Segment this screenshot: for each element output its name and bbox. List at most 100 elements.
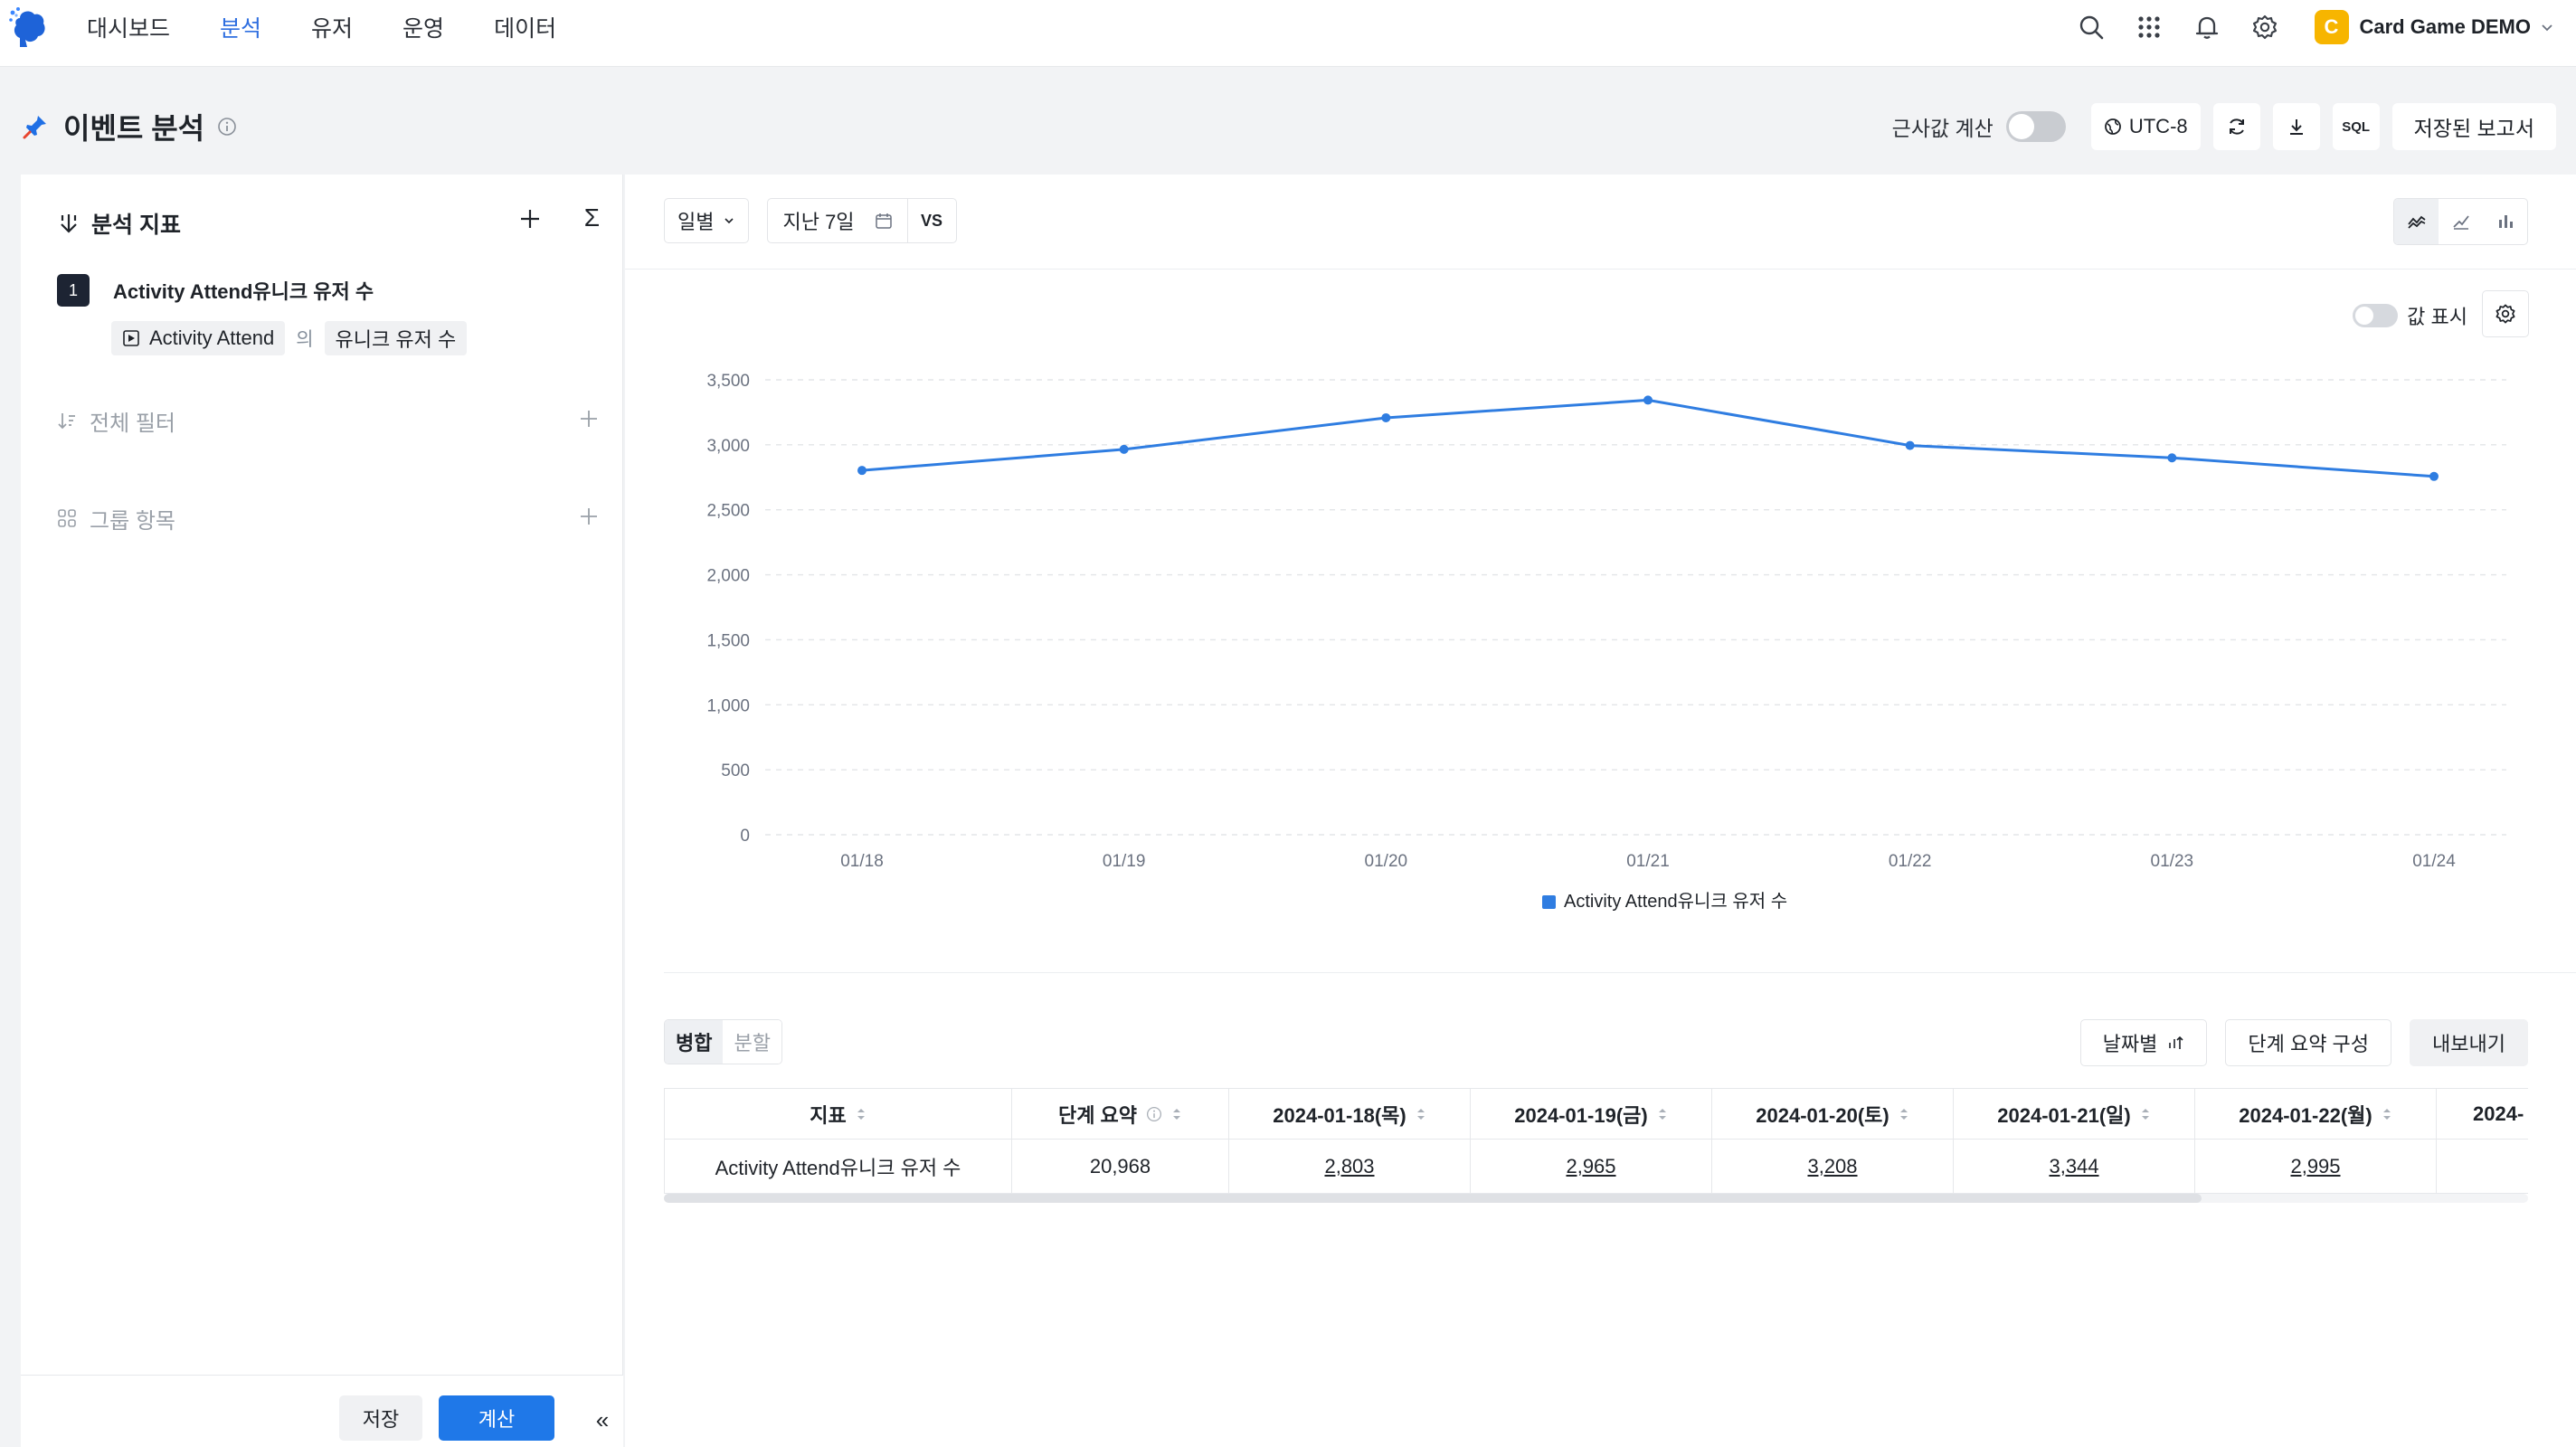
- column-header-date[interactable]: 2024-01-18(목): [1228, 1088, 1471, 1140]
- compare-vs-button[interactable]: VS: [907, 198, 957, 243]
- line-chart-icon[interactable]: [2394, 199, 2439, 244]
- column-header-date[interactable]: 2024-01-20(토): [1711, 1088, 1954, 1140]
- column-header-date[interactable]: 2024-: [2436, 1088, 2528, 1140]
- table-cell-value[interactable]: 2,965: [1470, 1139, 1712, 1194]
- table-cell-metric: Activity Attend유니크 유저 수: [664, 1139, 1012, 1194]
- column-header-date[interactable]: 2024-01-19(금): [1470, 1088, 1712, 1140]
- bell-icon[interactable]: [2192, 12, 2222, 43]
- main-nav: 대시보드 분석 유저 운영 데이터: [87, 0, 606, 54]
- sql-button[interactable]: SQL: [2332, 103, 2380, 150]
- nav-operations[interactable]: 운영: [402, 16, 445, 42]
- apps-grid-icon[interactable]: [2134, 12, 2164, 43]
- stage-summary-button[interactable]: 단계 요약 구성: [2225, 1019, 2392, 1066]
- sort-icon[interactable]: [1171, 1106, 1182, 1122]
- table-cell-value[interactable]: 2,995: [2194, 1139, 2437, 1194]
- date-range-group: 지난 7일 VS: [767, 198, 957, 243]
- table-cell-value[interactable]: [2436, 1139, 2528, 1194]
- group-by-label: 그룹 항목: [90, 508, 175, 534]
- measure-chip[interactable]: 유니크 유저 수: [324, 321, 468, 355]
- table-cell-value[interactable]: 3,208: [1711, 1139, 1954, 1194]
- data-point: [2167, 453, 2177, 463]
- table-row: Activity Attend유니크 유저 수 20,968 2,803 2,9…: [664, 1139, 2528, 1194]
- sort-icon[interactable]: [1416, 1106, 1426, 1122]
- date-range-picker[interactable]: 지난 7일: [767, 198, 908, 243]
- info-icon[interactable]: [217, 117, 237, 137]
- gear-icon[interactable]: [2249, 12, 2280, 43]
- data-point: [1905, 440, 1915, 450]
- top-navbar: 대시보드 분석 유저 운영 데이터 C Card Game DEMO: [0, 0, 2576, 67]
- gear-icon: [2495, 303, 2516, 325]
- save-button[interactable]: 저장: [339, 1395, 422, 1441]
- time-filter-row: 일별 지난 7일 VS: [664, 198, 957, 243]
- add-group-icon[interactable]: [578, 506, 600, 527]
- date-range-value: 지난 7일: [782, 211, 855, 233]
- add-filter-icon[interactable]: [578, 408, 600, 430]
- app-logo[interactable]: [7, 5, 49, 49]
- y-tick-label: 1,500: [706, 631, 750, 650]
- table-header-row: 지표 단계 요약 2024-01-18(목) 2024-01-19(금) 202…: [664, 1088, 2528, 1140]
- y-tick-label: 3,500: [706, 372, 750, 391]
- calculate-button[interactable]: 계산: [439, 1395, 554, 1441]
- project-name: Card Game DEMO: [2359, 15, 2532, 38]
- project-switcher[interactable]: C Card Game DEMO: [2314, 10, 2555, 44]
- event-chip[interactable]: Activity Attend: [111, 321, 286, 355]
- formula-sigma-button[interactable]: Σ: [583, 203, 600, 232]
- metric-name[interactable]: Activity Attend유니크 유저 수: [113, 280, 374, 303]
- sql-label: SQL: [2342, 118, 2371, 135]
- sort-icon[interactable]: [1899, 1106, 1909, 1122]
- legend-label: Activity Attend유니크 유저 수: [1564, 891, 1787, 912]
- nav-data[interactable]: 데이터: [494, 16, 557, 42]
- column-header-label: 2024-01-18(목): [1273, 1103, 1406, 1127]
- timezone-button[interactable]: UTC-8: [2090, 103, 2201, 150]
- filter-sort-icon: [57, 411, 77, 430]
- refresh-button[interactable]: [2212, 103, 2260, 150]
- chart-settings-button[interactable]: [2482, 290, 2529, 337]
- table-cell-value[interactable]: 2,803: [1228, 1139, 1471, 1194]
- column-header-metric[interactable]: 지표: [664, 1088, 1012, 1140]
- table-cell-summary: 20,968: [1011, 1139, 1229, 1194]
- nav-users[interactable]: 유저: [311, 16, 354, 42]
- table-cell-value[interactable]: 3,344: [1953, 1139, 2195, 1194]
- sort-icon[interactable]: [1657, 1106, 1668, 1122]
- show-values-control: 값 표시: [2353, 301, 2467, 330]
- nav-analysis[interactable]: 분석: [220, 16, 262, 42]
- split-mode-tab[interactable]: 분할: [723, 1020, 781, 1064]
- sort-icon[interactable]: [856, 1106, 867, 1122]
- show-values-toggle[interactable]: [2353, 304, 2399, 327]
- project-badge: C: [2314, 10, 2349, 44]
- table-horizontal-scrollbar[interactable]: [664, 1194, 2202, 1203]
- metric-index-badge: 1: [57, 274, 90, 307]
- table-actions: 날짜별 단계 요약 구성 내보내기: [2062, 1019, 2528, 1066]
- granularity-select[interactable]: 일별: [664, 198, 750, 243]
- sort-icon[interactable]: [2382, 1106, 2392, 1122]
- x-tick-label: 01/20: [1365, 852, 1408, 871]
- top-right-tools: C Card Game DEMO: [2049, 0, 2555, 54]
- by-date-button[interactable]: 날짜별: [2079, 1019, 2208, 1066]
- calendar-icon: [875, 212, 893, 230]
- saved-reports-button[interactable]: 저장된 보고서: [2391, 103, 2556, 150]
- timezone-label: UTC-8: [2128, 115, 2188, 137]
- add-metric-icon[interactable]: [518, 207, 542, 231]
- bar-chart-icon[interactable]: [2483, 199, 2527, 244]
- column-header-summary[interactable]: 단계 요약: [1011, 1088, 1229, 1140]
- export-button[interactable]: 내보내기: [2410, 1019, 2528, 1066]
- column-header-date[interactable]: 2024-01-21(일): [1953, 1088, 2195, 1140]
- event-name: Activity Attend: [149, 326, 275, 349]
- page-title: 이벤트 분석: [63, 112, 205, 145]
- metric-item[interactable]: 1 Activity Attend유니크 유저 수: [57, 274, 374, 307]
- approx-calc-toggle[interactable]: [2005, 111, 2066, 142]
- search-icon[interactable]: [2076, 12, 2107, 43]
- download-button[interactable]: [2272, 103, 2320, 150]
- info-icon[interactable]: [1146, 1106, 1162, 1122]
- sort-icon[interactable]: [2140, 1106, 2151, 1122]
- collapse-panel-button[interactable]: «: [595, 1405, 610, 1433]
- data-point: [1381, 412, 1391, 422]
- nav-dashboard[interactable]: 대시보드: [87, 16, 171, 42]
- trend-chart-icon[interactable]: [2439, 199, 2483, 244]
- merge-mode-tab[interactable]: 병합: [665, 1020, 724, 1064]
- metric-definition: Activity Attend 의 유니크 유저 수: [111, 321, 468, 355]
- column-header-label: 2024-01-20(토): [1756, 1103, 1889, 1127]
- column-header-label: 2024-01-22(월): [2239, 1103, 2372, 1127]
- y-tick-label: 3,000: [706, 437, 750, 456]
- column-header-date[interactable]: 2024-01-22(월): [2194, 1088, 2437, 1140]
